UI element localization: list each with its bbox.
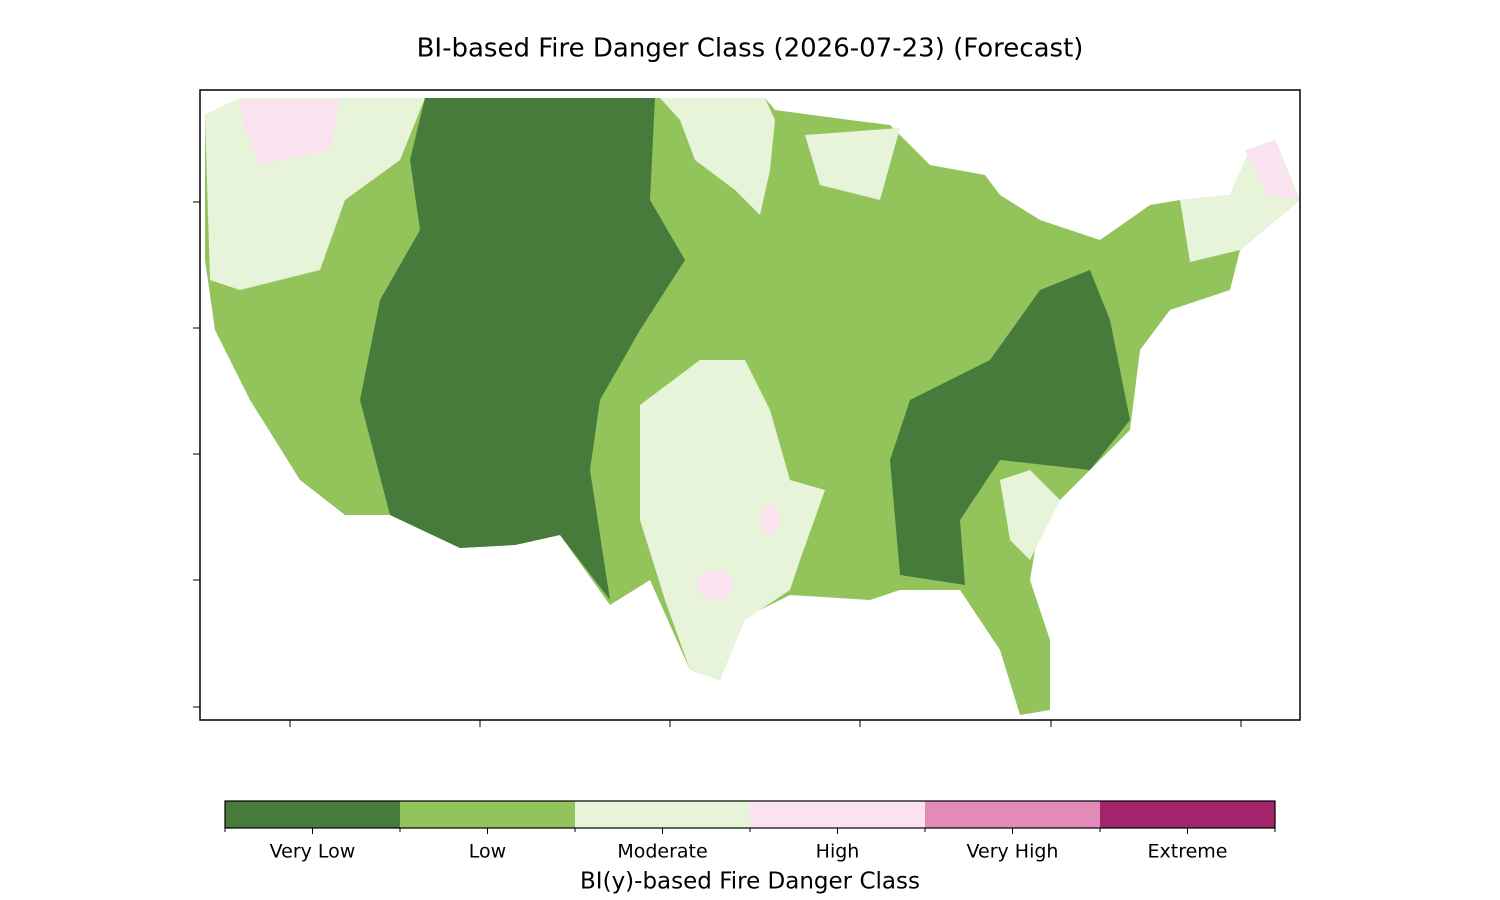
colorbar-class-label: High (816, 841, 860, 863)
map-region (240, 100, 340, 165)
colorbar-swatch (225, 801, 401, 828)
colorbar-frame (224, 800, 1276, 829)
colorbar-swatch (400, 801, 576, 828)
map-region (890, 270, 1130, 585)
colorbar-swatch (1100, 801, 1276, 828)
colorbar-class-label: Moderate (617, 841, 707, 863)
colorbar-label: BI(y)-based Fire Danger Class (580, 869, 920, 895)
axis-ticks (193, 201, 1242, 727)
colorbar-swatch (925, 801, 1101, 828)
map-frame (199, 89, 1301, 721)
map-region (640, 360, 825, 680)
map-region (697, 570, 733, 600)
map-region (805, 128, 900, 200)
colorbar: Very Low Low Moderate High Very High Extreme (224, 800, 1276, 863)
map-region (660, 98, 775, 215)
colorbar-class-label: Low (469, 841, 506, 863)
map-region (1000, 470, 1060, 560)
map-region (360, 98, 685, 600)
colorbar-class-label: Very High (967, 841, 1059, 863)
colorbar-class-label: Extreme (1148, 841, 1228, 863)
map-region (760, 506, 780, 534)
map-title: BI-based Fire Danger Class (2026-07-23) … (417, 34, 1084, 64)
map-region (1245, 140, 1298, 200)
colorbar-swatch (750, 801, 926, 828)
colorbar-swatch (575, 801, 751, 828)
map (205, 98, 1300, 715)
colorbar-class-label: Very Low (270, 841, 356, 863)
